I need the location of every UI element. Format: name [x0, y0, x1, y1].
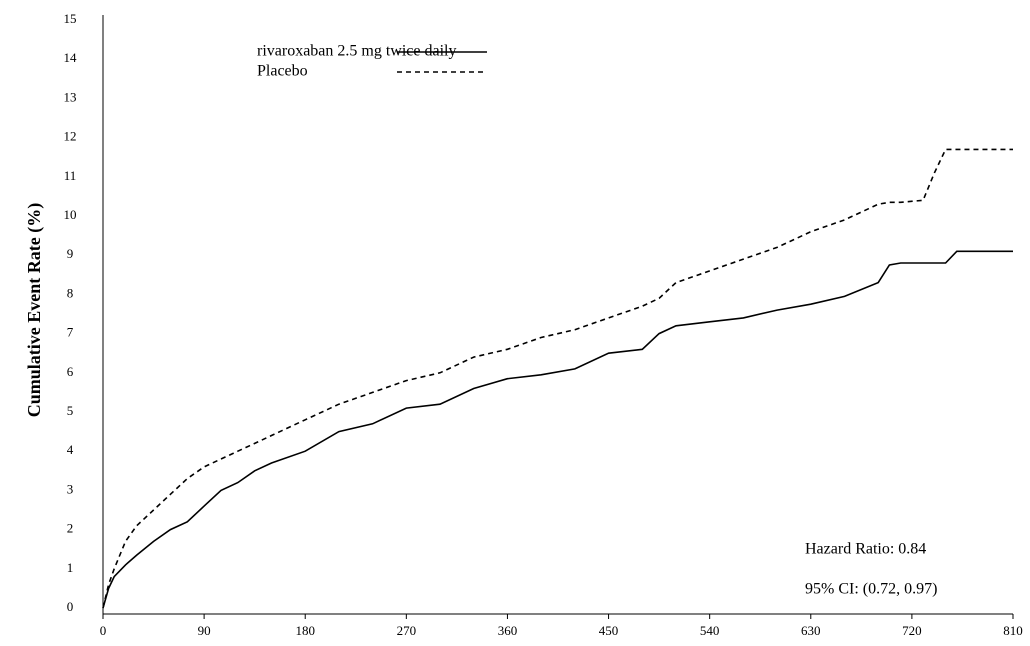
series-line	[102, 250, 1013, 609]
x-tick-label: 180	[295, 623, 315, 638]
x-tick-label: 90	[198, 623, 211, 638]
y-tick-label: 4	[67, 442, 74, 457]
y-tick-label: 14	[64, 50, 78, 65]
y-tick-label: 7	[67, 325, 74, 340]
y-tick-label: 15	[64, 11, 77, 26]
y-tick-label: 13	[64, 89, 77, 104]
y-tick-label: 9	[67, 246, 74, 261]
y-tick-label: 0	[67, 599, 74, 614]
legend-label: rivaroxaban 2.5 mg twice daily	[257, 43, 457, 60]
y-tick-label: 5	[67, 403, 74, 418]
y-tick-label: 3	[67, 481, 74, 496]
legend-label: Placebo	[257, 63, 308, 80]
x-tick-label: 810	[1003, 623, 1023, 638]
y-axis-label: Cumulative Event Rate (%)	[24, 203, 45, 417]
annotation: 95% CI: (0.72, 0.97)	[805, 581, 937, 598]
y-tick-label: 2	[67, 521, 74, 536]
y-tick-label: 1	[67, 560, 74, 575]
x-tick-label: 270	[397, 623, 417, 638]
x-tick-label: 450	[599, 623, 619, 638]
y-tick-label: 11	[64, 168, 77, 183]
x-tick-label: 0	[100, 623, 107, 638]
y-tick-label: 6	[67, 364, 74, 379]
series-line	[102, 148, 1013, 609]
y-tick-label: 10	[64, 207, 77, 222]
y-tick-label: 8	[67, 285, 74, 300]
y-tick-label: 12	[64, 129, 77, 144]
x-tick-label: 720	[902, 623, 922, 638]
x-tick-label: 360	[498, 623, 518, 638]
x-tick-label: 540	[700, 623, 720, 638]
x-tick-label: 630	[801, 623, 821, 638]
annotation: Hazard Ratio: 0.84	[805, 541, 926, 558]
